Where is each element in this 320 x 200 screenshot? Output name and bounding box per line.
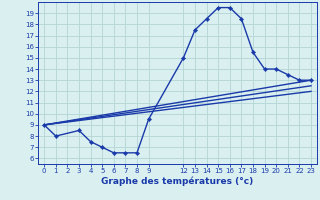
X-axis label: Graphe des températures (°c): Graphe des températures (°c): [101, 177, 254, 186]
